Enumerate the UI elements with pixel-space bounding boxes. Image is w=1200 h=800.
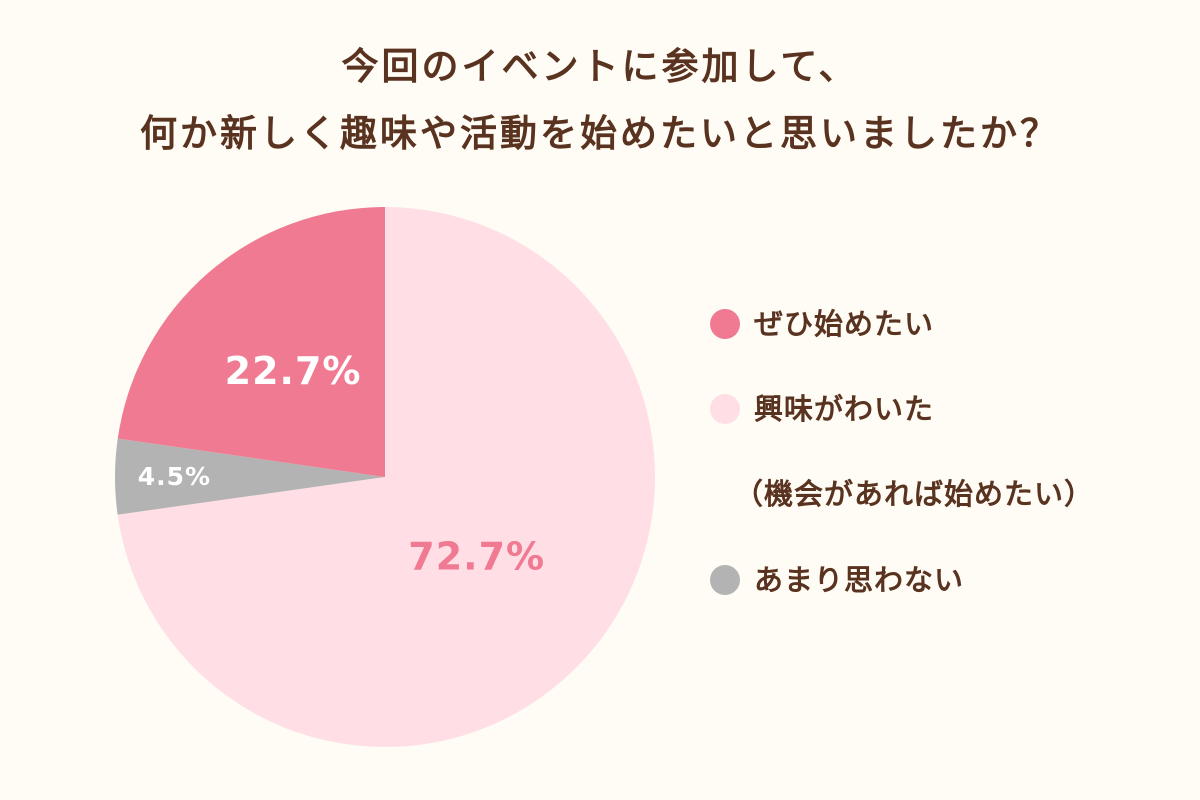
legend-sublabel-kyoumi: （機会があれば始めたい）	[734, 477, 1095, 511]
legend-label-amari: あまり思わない	[754, 563, 965, 597]
slice-label-zehi: 22.7%	[225, 349, 362, 393]
legend-swatch-amari	[710, 565, 740, 595]
slice-kyoumi	[117, 207, 655, 747]
slice-label-amari: 4.5%	[138, 462, 211, 491]
slice-label-kyoumi: 72.7%	[408, 535, 545, 579]
slice-amari	[115, 438, 386, 515]
legend-label-kyoumi: 興味がわいた	[754, 392, 935, 426]
chart-title-line-1: 今回のイベントに参加して、	[341, 45, 859, 88]
legend-swatch-zehi	[710, 309, 740, 339]
legend-swatch-kyoumi	[710, 394, 740, 424]
slice-zehi	[117, 207, 385, 477]
legend-label-zehi: ぜひ始めたい	[754, 307, 935, 341]
chart-title-line-2: 何か新しく趣味や活動を始めたいと思いましたか？	[140, 112, 1060, 155]
